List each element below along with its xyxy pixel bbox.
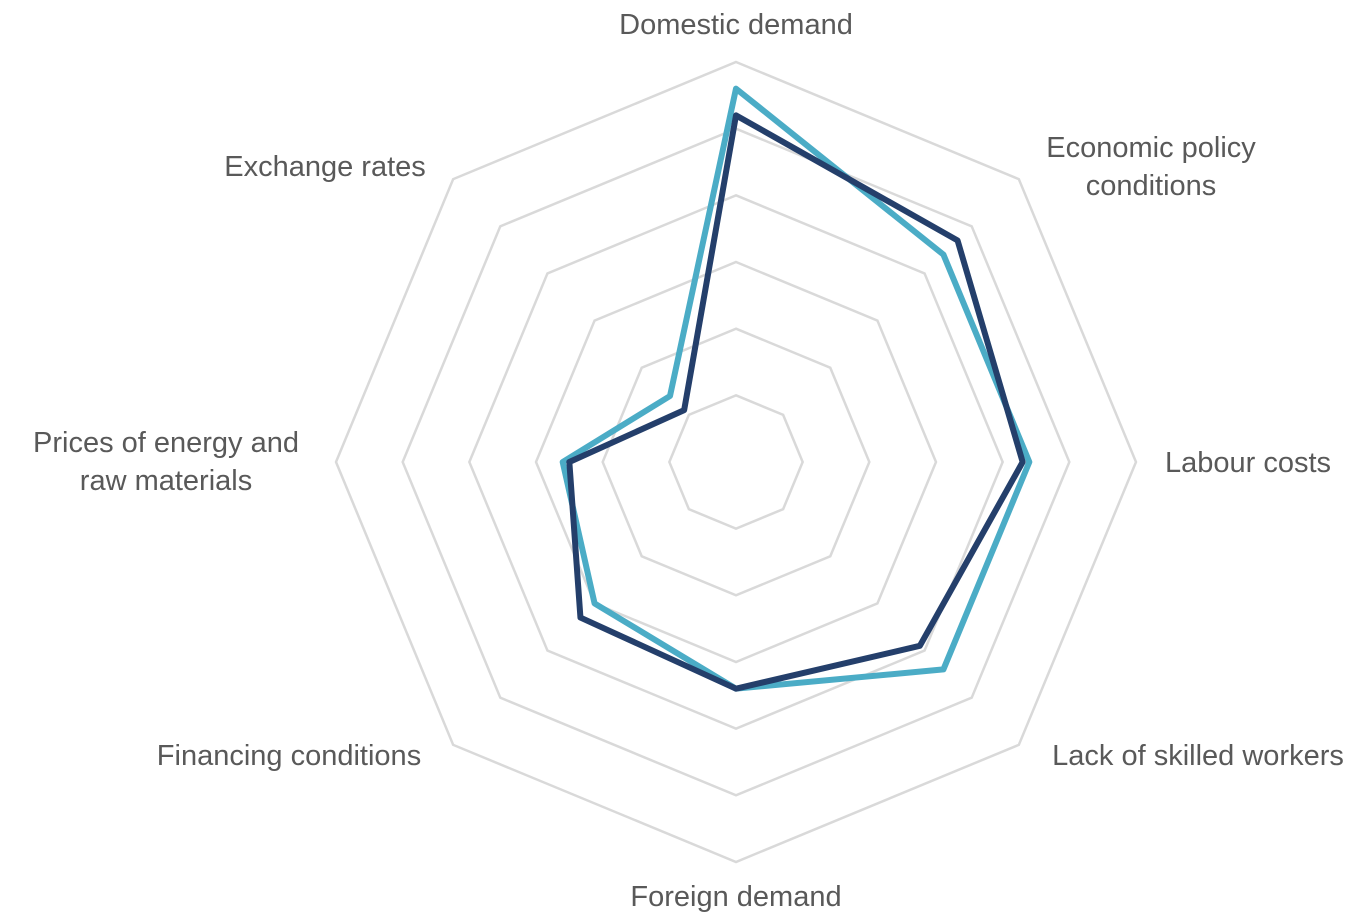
grid-ring	[667, 393, 805, 531]
grid-ring	[467, 193, 1005, 731]
grid-ring	[401, 127, 1071, 797]
category-label: Lack of skilled workers	[1052, 740, 1344, 772]
category-label: Domestic demand	[619, 9, 853, 41]
grid-ring	[334, 60, 1138, 864]
grid-ring	[601, 327, 871, 597]
grid-ring	[534, 260, 938, 664]
series-line	[566, 112, 1026, 692]
category-label: Foreign demand	[630, 881, 842, 913]
category-label: Financing conditions	[156, 740, 422, 772]
category-label: Prices of energy and raw materials	[33, 427, 299, 497]
category-label: Economic policy conditions	[1046, 132, 1256, 202]
category-label: Exchange rates	[224, 151, 426, 183]
category-label: Labour costs	[1164, 447, 1332, 479]
